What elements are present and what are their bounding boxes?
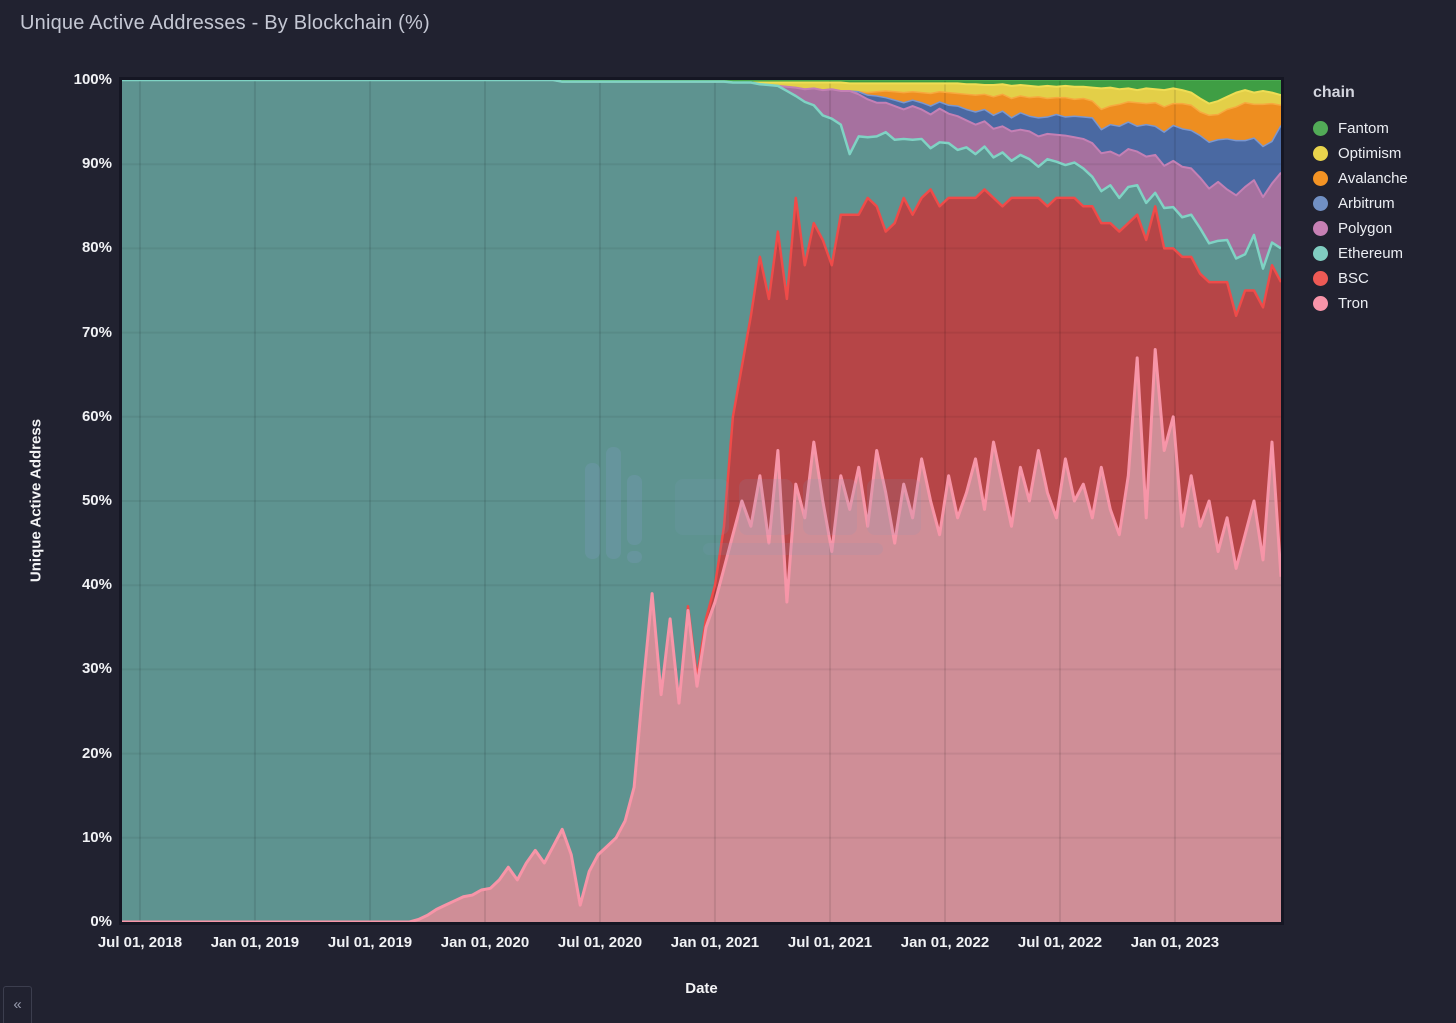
y-tick-label: 80% (81, 239, 112, 257)
legend-item-polygon[interactable]: Polygon (1313, 216, 1453, 241)
legend-label: Ethereum (1338, 245, 1404, 262)
y-tick-label: 20% (81, 744, 112, 762)
x-tick-label: Jul 01, 2020 (557, 934, 643, 951)
legend-label: Polygon (1338, 220, 1393, 237)
legend-item-optimism[interactable]: Optimism (1313, 141, 1453, 166)
y-tick-label: 90% (81, 155, 112, 173)
chart-legend: chain Fantom Optimism Avalanche Arbitrum Pol… (1313, 84, 1453, 316)
legend-label: Avalanche (1338, 170, 1408, 187)
y-tick-label: 100% (73, 71, 112, 88)
legend-item-bsc[interactable]: BSC (1313, 266, 1453, 291)
area-ethereum (122, 80, 1281, 922)
avalanche-color-dot-icon (1313, 171, 1328, 186)
ethereum-color-dot-icon (1313, 246, 1328, 261)
y-tick-label: 50% (81, 492, 112, 509)
y-tick-label: 0% (90, 913, 112, 930)
page-title: Unique Active Addresses - By Blockchain … (20, 12, 430, 34)
legend-label: Tron (1338, 295, 1369, 312)
legend-label: Optimism (1338, 145, 1402, 162)
legend-item-avalanche[interactable]: Avalanche (1313, 166, 1453, 191)
line-ethereum (122, 80, 1281, 270)
tron-color-dot-icon (1313, 296, 1328, 311)
area-tron (122, 349, 1281, 922)
legend-item-fantom[interactable]: Fantom (1313, 116, 1453, 141)
legend-item-tron[interactable]: Tron (1313, 291, 1453, 316)
y-tick-label: 10% (81, 828, 112, 846)
y-tick-label: 40% (81, 576, 112, 594)
sidebar-collapse-button[interactable]: « (3, 986, 32, 1023)
area-bsc (122, 189, 1281, 922)
x-tick-label: Jul 01, 2019 (327, 934, 413, 951)
x-tick-label: Jan 01, 2022 (900, 934, 990, 951)
area-optimism (122, 80, 1281, 116)
y-tick-label: 30% (81, 660, 112, 678)
legend-title: chain (1313, 84, 1355, 101)
stacked-area-chart (122, 80, 1281, 922)
optimism-color-dot-icon (1313, 146, 1328, 161)
area-fantom (122, 80, 1281, 104)
y-tick-label: 70% (81, 323, 112, 341)
x-axis-title: Date (685, 980, 718, 997)
y-tick-label: 60% (81, 407, 112, 425)
gridlines (122, 80, 1281, 922)
fantom-color-dot-icon (1313, 121, 1328, 136)
legend-label: BSC (1338, 270, 1369, 287)
x-tick-label: Jul 01, 2018 (97, 934, 183, 951)
arbitrum-color-dot-icon (1313, 196, 1328, 211)
x-tick-label: Jul 01, 2022 (1017, 934, 1103, 951)
bsc-color-dot-icon (1313, 271, 1328, 286)
x-tick-label: Jan 01, 2019 (210, 934, 300, 951)
x-tick-label: Jan 01, 2021 (670, 934, 760, 951)
chart-plot-area (122, 80, 1281, 922)
x-tick-label: Jul 01, 2021 (787, 934, 873, 951)
legend-label: Arbitrum (1338, 195, 1395, 212)
legend-item-arbitrum[interactable]: Arbitrum (1313, 191, 1453, 216)
legend-label: Fantom (1338, 120, 1389, 137)
polygon-color-dot-icon (1313, 221, 1328, 236)
x-tick-label: Jan 01, 2023 (1130, 934, 1220, 951)
x-tick-label: Jan 01, 2020 (440, 934, 530, 951)
legend-item-ethereum[interactable]: Ethereum (1313, 241, 1453, 266)
line-tron (122, 347, 1281, 922)
